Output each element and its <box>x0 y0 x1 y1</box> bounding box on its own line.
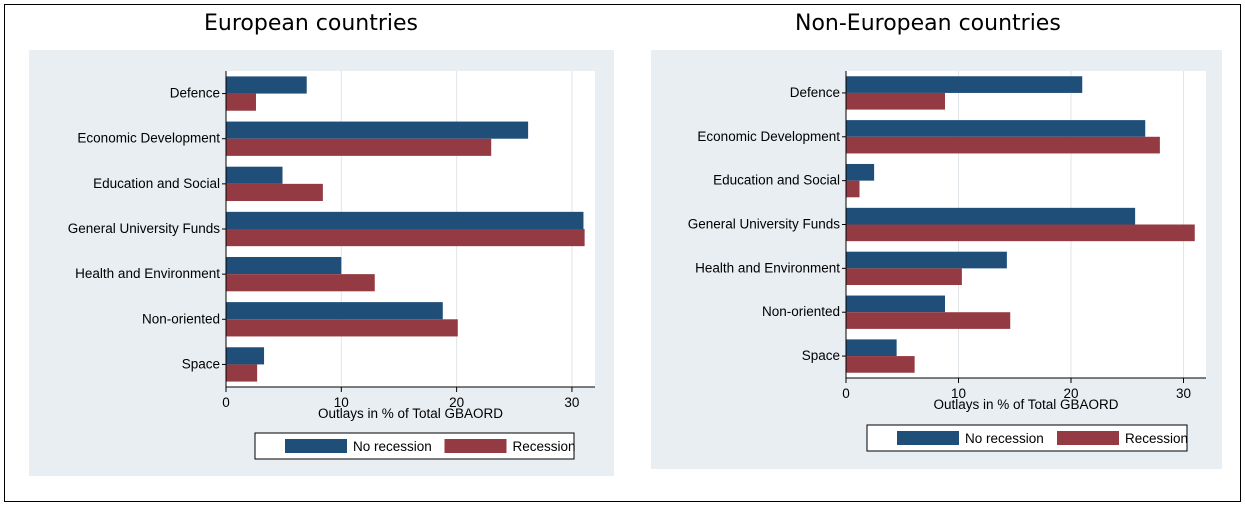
bar-no-recession-general-university-funds <box>226 211 584 229</box>
bar-no-recession-non-oriented <box>226 302 443 320</box>
chart-title-non-european: Non-European countries <box>795 11 1061 36</box>
bar-recession-economic-development <box>226 138 492 156</box>
x-axis-title: Outlays in % of Total GBAORD <box>933 397 1118 412</box>
legend-swatch-recession <box>1057 431 1119 445</box>
x-tick-label: 0 <box>222 395 230 410</box>
x-axis-title: Outlays in % of Total GBAORD <box>318 406 503 421</box>
category-label: General University Funds <box>68 221 221 236</box>
bar-chart-non-european: Defence Economic Development Education and… <box>688 71 1206 452</box>
bar-no-recession-non-oriented <box>846 295 945 313</box>
bar-recession-general-university-funds <box>226 229 585 247</box>
bar-recession-non-oriented <box>846 312 1011 329</box>
legend-label-no-recession: No recession <box>353 439 432 454</box>
category-label: Non-oriented <box>762 304 840 319</box>
bar-recession-defence <box>846 92 945 110</box>
bar-chart-european: Defence Economic Development Education and… <box>68 71 595 460</box>
bar-no-recession-education-and-social <box>846 163 875 181</box>
bar-recession-defence <box>226 93 256 111</box>
bar-recession-economic-development <box>846 136 1160 154</box>
x-tick-label: 10 <box>334 395 349 410</box>
category-label: Defence <box>790 85 840 100</box>
category-label: Health and Environment <box>75 266 220 281</box>
x-tick-label: 10 <box>951 386 966 401</box>
category-label: Education and Social <box>93 176 220 191</box>
bar-no-recession-general-university-funds <box>846 207 1136 225</box>
bar-recession-non-oriented <box>226 319 458 337</box>
bar-no-recession-space <box>846 339 897 357</box>
category-label: General University Funds <box>688 217 841 232</box>
legend-label-recession: Recession <box>513 439 576 454</box>
category-label: Economic Development <box>697 129 840 144</box>
category-label: Defence <box>170 86 220 101</box>
chart-panel-european: Defence Economic Development Education and… <box>29 50 614 476</box>
bar-recession-health-and-environment <box>226 274 375 292</box>
category-label: Education and Social <box>713 173 840 188</box>
bar-no-recession-health-and-environment <box>226 256 342 275</box>
legend-swatch-no-recession <box>897 431 959 445</box>
legend-swatch-no-recession <box>285 439 347 453</box>
bar-recession-space <box>846 356 915 373</box>
legend-swatch-recession <box>444 439 507 453</box>
bar-no-recession-health-and-environment <box>846 251 1007 269</box>
bar-no-recession-economic-development <box>846 120 1146 137</box>
category-label: Non-oriented <box>142 311 220 326</box>
legend-label-recession: Recession <box>1125 431 1188 446</box>
chart-title-european: European countries <box>204 11 419 36</box>
bar-recession-health-and-environment <box>846 268 962 286</box>
chart-panel-non-european: Defence Economic Development Education and… <box>651 50 1222 469</box>
bar-no-recession-education-and-social <box>226 166 283 184</box>
category-label: Health and Environment <box>695 260 840 275</box>
x-tick-label: 20 <box>1063 386 1078 401</box>
x-tick-label: 30 <box>564 395 579 410</box>
category-label: Space <box>182 356 220 371</box>
x-tick-label: 30 <box>1176 386 1191 401</box>
legend-label-no-recession: No recession <box>965 431 1044 446</box>
bar-recession-education-and-social <box>226 183 323 202</box>
bar-no-recession-space <box>226 347 265 365</box>
bar-recession-education-and-social <box>846 180 860 198</box>
category-label: Space <box>802 348 840 363</box>
bar-no-recession-defence <box>846 76 1083 93</box>
bar-no-recession-defence <box>226 76 307 94</box>
bar-recession-general-university-funds <box>846 224 1195 242</box>
bar-recession-space <box>226 364 258 382</box>
category-label: Economic Development <box>77 131 220 146</box>
x-tick-label: 0 <box>842 386 850 401</box>
x-tick-label: 20 <box>449 395 464 410</box>
bar-no-recession-economic-development <box>226 121 529 139</box>
